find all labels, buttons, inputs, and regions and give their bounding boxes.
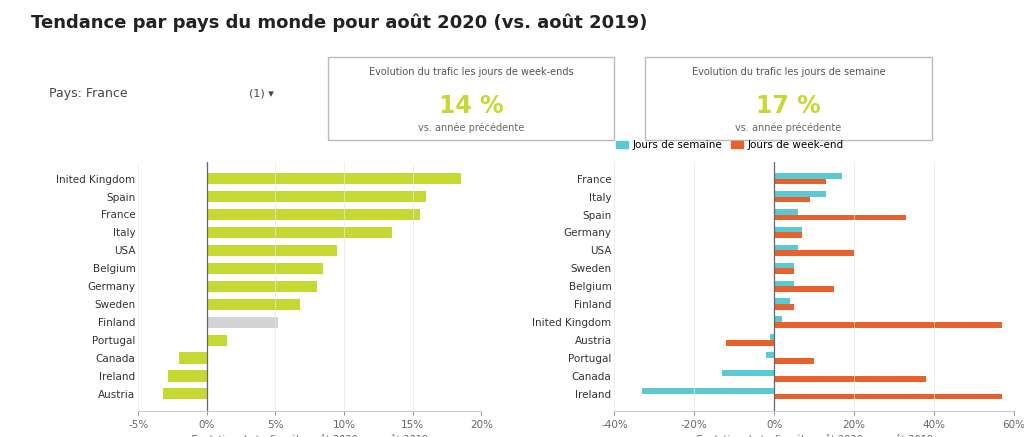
Bar [774, 191, 826, 197]
Bar [207, 298, 300, 310]
Bar [774, 250, 854, 256]
Bar [207, 191, 426, 202]
Bar [774, 358, 814, 364]
Bar [774, 394, 1001, 399]
Bar [770, 334, 774, 340]
Bar [774, 245, 798, 250]
Bar [207, 334, 227, 346]
X-axis label: Evolution du trafic vélo août 2020 vs. août 2019: Evolution du trafic vélo août 2020 vs. a… [191, 435, 428, 437]
Bar [774, 197, 810, 202]
Bar [774, 281, 795, 286]
Bar [774, 268, 795, 274]
Text: (1) ▾: (1) ▾ [249, 89, 273, 99]
Text: 14 %: 14 % [438, 94, 504, 118]
Bar [207, 227, 392, 238]
Text: Tendance par pays du monde pour août 2020 (vs. août 2019): Tendance par pays du monde pour août 202… [31, 13, 647, 31]
Bar [774, 209, 798, 215]
Text: Evolution du trafic les jours de week-ends: Evolution du trafic les jours de week-en… [369, 67, 573, 77]
Bar [766, 352, 774, 358]
Bar [774, 316, 782, 322]
Bar [207, 209, 420, 220]
Bar [774, 376, 926, 382]
Bar [726, 340, 774, 346]
Bar [722, 370, 774, 376]
Bar [774, 227, 802, 232]
Bar [163, 388, 207, 399]
Bar [207, 245, 337, 256]
Bar [774, 215, 906, 220]
Bar [774, 263, 795, 268]
Bar [168, 371, 207, 382]
Text: vs. année précédente: vs. année précédente [418, 123, 524, 133]
Bar [207, 173, 461, 184]
Bar [774, 322, 1001, 328]
Bar [207, 281, 316, 292]
Bar [179, 353, 207, 364]
Text: 17 %: 17 % [756, 94, 821, 118]
Bar [774, 286, 834, 292]
Bar [774, 179, 826, 184]
Text: Evolution du trafic les jours de semaine: Evolution du trafic les jours de semaine [691, 67, 886, 77]
Text: vs. année précédente: vs. année précédente [735, 123, 842, 133]
Bar [774, 173, 842, 179]
Bar [774, 304, 795, 310]
X-axis label: Evolution du trafic vélo août 2020 vs. août 2019: Evolution du trafic vélo août 2020 vs. a… [695, 435, 933, 437]
Bar [774, 298, 791, 304]
Bar [207, 316, 279, 328]
Bar [207, 263, 324, 274]
Text: Pays: France: Pays: France [49, 87, 128, 101]
Bar [774, 232, 802, 238]
Legend: Jours de semaine, Jours de week-end: Jours de semaine, Jours de week-end [611, 135, 848, 154]
Bar [642, 388, 774, 394]
